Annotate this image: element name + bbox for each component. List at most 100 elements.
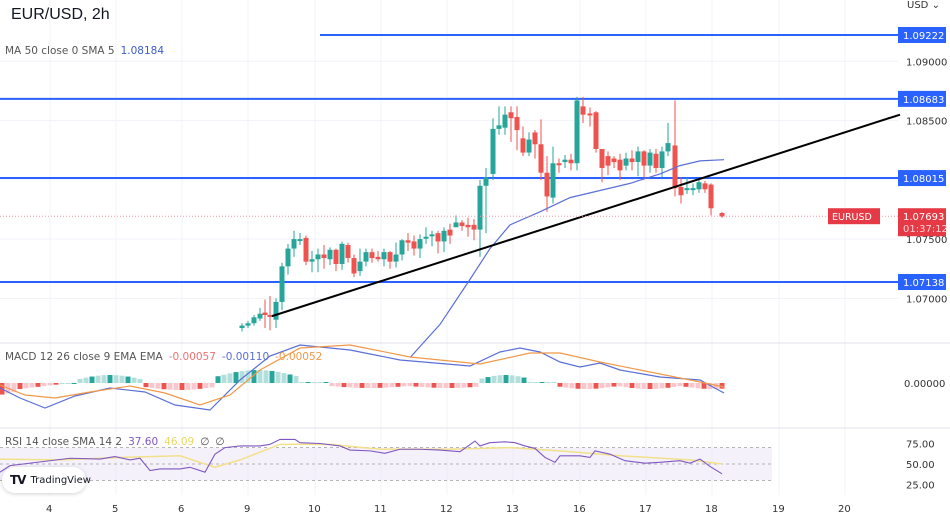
macd-histogram-bar xyxy=(635,383,641,389)
macd-histogram-bar xyxy=(569,383,575,389)
currency-selector[interactable]: USD ⌄ xyxy=(907,0,940,11)
macd-histogram-bar xyxy=(47,383,53,386)
macd-histogram-bar xyxy=(179,383,185,390)
macd-histogram-bar xyxy=(269,370,275,383)
macd-legend[interactable]: MACD 12 26 close 9 EMA EMA -0.00057 -0.001… xyxy=(5,351,328,363)
macd-histogram-bar xyxy=(677,383,683,387)
macd-histogram-bar xyxy=(125,376,131,383)
macd-histogram-bar xyxy=(467,383,473,388)
macd-histogram-bar xyxy=(443,383,449,388)
price-axis-label: 1.07500 xyxy=(906,235,947,246)
macd-histogram-bar xyxy=(335,383,341,387)
candle-body xyxy=(580,106,586,115)
candle-body xyxy=(267,314,273,317)
macd-histogram-bar xyxy=(581,383,587,389)
macd-histogram-bar xyxy=(425,383,431,388)
candle-body xyxy=(381,252,387,260)
candle-body xyxy=(273,301,279,320)
time-axis-label: 18 xyxy=(705,504,718,515)
macd-histogram-bar xyxy=(209,383,215,388)
candle-body xyxy=(239,325,245,328)
rsi-legend[interactable]: RSI 14 close SMA 14 2 37.60 46.09 ∅ ∅ xyxy=(5,436,231,448)
symbol-badge xyxy=(828,208,880,225)
macd-histogram-bar xyxy=(689,383,695,388)
price-axis-label: 1.08500 xyxy=(906,117,947,128)
price-axis-label: 1.07000 xyxy=(906,294,947,305)
macd-histogram-bar xyxy=(611,383,617,387)
candle-body xyxy=(690,188,696,191)
macd-histogram-bar xyxy=(35,383,41,387)
macd-histogram-bar xyxy=(509,375,515,383)
candle-body xyxy=(635,151,641,163)
candle-body xyxy=(417,239,423,249)
candle-body xyxy=(291,239,297,249)
macd-histogram-bar xyxy=(575,383,581,389)
candle-body xyxy=(483,177,489,186)
macd-histogram-bar xyxy=(329,383,335,387)
candle-body xyxy=(641,151,647,166)
macd-histogram-bar xyxy=(665,383,671,388)
macd-histogram-bar xyxy=(617,383,623,387)
last-price-badge xyxy=(898,208,946,237)
macd-histogram-bar xyxy=(317,382,323,383)
macd-histogram-bar xyxy=(641,383,647,389)
macd-histogram-bar xyxy=(365,383,371,388)
rsi-value: 37.60 xyxy=(128,436,159,448)
candle-body xyxy=(257,313,263,319)
candle-body xyxy=(550,163,556,198)
macd-legend-label: MACD 12 26 close 9 EMA EMA xyxy=(5,351,163,363)
macd-histogram-bar xyxy=(323,382,329,383)
macd-histogram-bar xyxy=(587,383,593,389)
chevron-down-icon: ⌄ xyxy=(931,0,940,11)
candle-body xyxy=(538,144,544,173)
macd-histogram-bar xyxy=(491,375,497,383)
rsi-extra-2: ∅ xyxy=(215,436,225,448)
candle-body xyxy=(405,240,411,243)
macd-histogram-bar xyxy=(173,383,179,390)
macd-histogram-bar xyxy=(305,382,311,383)
ma-legend[interactable]: MA 50 close 0 SMA 5 1.08184 xyxy=(5,45,170,57)
macd-histogram-bar xyxy=(701,383,707,389)
candle-body xyxy=(599,149,605,168)
candle-body xyxy=(309,259,315,262)
macd-histogram-bar xyxy=(155,383,161,389)
macd-histogram-bar xyxy=(479,378,485,383)
macd-histogram-bar xyxy=(533,382,539,383)
candle-body xyxy=(605,156,611,166)
candle-body xyxy=(375,256,381,260)
candle-body xyxy=(315,254,321,260)
candle-body xyxy=(568,159,574,164)
candle-body xyxy=(351,258,357,274)
trendline[interactable] xyxy=(271,113,901,318)
rsi-axis-label: 25.00 xyxy=(906,481,935,492)
candle-body xyxy=(435,233,441,242)
macd-histogram-bar xyxy=(653,383,659,389)
macd-histogram-bar xyxy=(407,383,413,387)
macd-histogram-bar xyxy=(551,382,557,383)
macd-histogram-bar xyxy=(359,383,365,388)
candle-body xyxy=(339,243,345,264)
macd-histogram-bar xyxy=(353,383,359,388)
macd-histogram-bar xyxy=(233,372,239,383)
time-axis-label: 5 xyxy=(112,504,118,515)
candle-body xyxy=(387,252,393,262)
macd-histogram-bar xyxy=(485,377,491,383)
macd-histogram-bar xyxy=(395,383,401,387)
macd-histogram-bar xyxy=(203,383,209,389)
candle-body xyxy=(441,230,447,242)
macd-histogram-bar xyxy=(251,370,257,383)
macd-histogram-bar xyxy=(215,376,221,383)
candle-body xyxy=(617,159,623,171)
macd-histogram-bar xyxy=(29,383,35,388)
macd-value: -0.00110 xyxy=(221,351,270,363)
macd-histogram-bar xyxy=(593,383,599,389)
rsi-sma-value: 46.09 xyxy=(164,436,195,448)
macd-histogram-bar xyxy=(503,375,509,383)
macd-histogram-bar xyxy=(83,377,89,383)
candle-body xyxy=(279,266,285,302)
macd-histogram-bar xyxy=(95,375,101,383)
macd-histogram-bar xyxy=(257,370,263,383)
tradingview-logo[interactable]: TV TradingView xyxy=(2,467,91,493)
macd-histogram-bar xyxy=(371,383,377,388)
